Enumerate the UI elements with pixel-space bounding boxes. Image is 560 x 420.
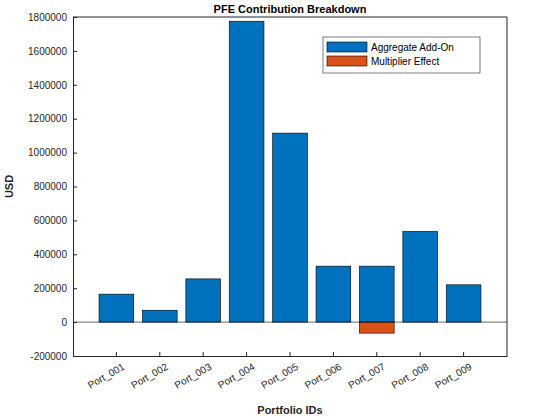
y-tick-label: -200000 <box>30 351 67 362</box>
bar <box>403 231 438 322</box>
bar <box>273 133 308 134</box>
bar <box>359 322 394 333</box>
x-tick-label: Port_001 <box>86 361 127 391</box>
bar <box>273 133 308 322</box>
x-tick: Port_003 <box>173 352 214 391</box>
y-tick-mark <box>73 187 77 188</box>
y-tick-mark <box>73 322 77 323</box>
bar <box>186 278 221 279</box>
x-tick-mark <box>420 352 421 356</box>
y-tick: 600000 <box>34 215 77 226</box>
x-tick-label: Port_006 <box>303 361 344 391</box>
y-tick: 800000 <box>34 181 77 192</box>
x-tick-label: Port_003 <box>173 361 214 391</box>
y-tick-label: 0 <box>61 317 67 328</box>
bar <box>99 294 134 322</box>
y-tick: 1400000 <box>28 80 77 91</box>
frame <box>73 17 507 18</box>
y-tick-mark <box>73 254 77 255</box>
y-tick: 1000000 <box>28 147 77 158</box>
x-tick-mark <box>246 352 247 356</box>
x-tick: Port_006 <box>303 352 344 391</box>
y-tick-label: 1200000 <box>28 113 67 124</box>
x-tick-mark <box>333 352 334 356</box>
y-tick-label: 400000 <box>34 249 68 260</box>
x-tick: Port_008 <box>390 352 431 391</box>
title: PFE Contribution Breakdown <box>214 3 367 15</box>
bar <box>403 231 438 232</box>
x-tick-mark <box>203 352 204 356</box>
legend-box <box>323 37 480 73</box>
y-tick: -200000 <box>30 351 77 362</box>
legend-label: Multiplier Effect <box>371 56 439 67</box>
x-tick-mark <box>376 352 377 356</box>
y-tick-mark <box>73 153 77 154</box>
bar <box>229 21 264 322</box>
y-tick: 1800000 <box>28 12 77 23</box>
bar <box>229 21 264 22</box>
baseline <box>73 322 507 323</box>
y-tick-label: 200000 <box>34 283 68 294</box>
y-tick-label: 1800000 <box>28 12 67 23</box>
x-tick-mark <box>463 352 464 356</box>
legend: Aggregate Add-On Multiplier Effect <box>323 37 480 73</box>
y-tick-mark <box>73 51 77 52</box>
x-tick-label: Port_005 <box>259 361 300 391</box>
x-tick-label: Port_004 <box>216 361 257 391</box>
x-axis-label: Portfolio IDs <box>257 404 322 416</box>
bar <box>446 285 481 322</box>
x-tick-mark <box>116 352 117 356</box>
y-tick-mark <box>73 85 77 86</box>
bar <box>316 266 351 267</box>
y-tick-label: 1000000 <box>28 147 67 158</box>
x-tick-label: Port_009 <box>433 361 474 391</box>
plot-area <box>73 17 507 356</box>
x-axis-line <box>74 356 508 357</box>
bars <box>99 21 481 333</box>
y-tick-mark <box>73 288 77 289</box>
x-tick-label: Port_002 <box>129 361 170 391</box>
y-tick-mark <box>73 220 77 221</box>
x-tick-label: Port_007 <box>346 361 387 391</box>
y-tick: 1200000 <box>28 113 77 124</box>
y-tick: 1600000 <box>28 46 77 57</box>
x-tick: Port_005 <box>259 352 300 391</box>
bar <box>186 279 221 322</box>
x-tick: Port_009 <box>433 352 474 391</box>
x-tick-mark <box>159 352 160 356</box>
bar <box>142 310 177 322</box>
bar <box>316 266 351 322</box>
x-tick-label: Port_008 <box>390 361 431 391</box>
legend-label: Aggregate Add-On <box>371 42 454 53</box>
frame <box>507 17 508 356</box>
chart: -200000 0 200000 400000 600000 800000 1000000 1… <box>0 0 560 420</box>
bar <box>99 294 134 295</box>
legend-key <box>327 56 367 66</box>
bar <box>142 310 177 311</box>
bar <box>446 284 481 285</box>
x-tick-mark <box>290 352 291 356</box>
bar <box>359 266 394 322</box>
y-tick-label: 600000 <box>34 215 68 226</box>
y-tick: 200000 <box>34 283 77 294</box>
x-tick: Port_002 <box>129 352 170 391</box>
y-axis: -200000 0 200000 400000 600000 800000 1000000 1… <box>28 12 77 362</box>
y-axis-label: USD <box>3 175 15 198</box>
y-tick: 0 <box>61 317 77 328</box>
y-tick-label: 1600000 <box>28 46 67 57</box>
x-tick: Port_004 <box>216 352 257 391</box>
y-tick: 400000 <box>34 249 77 260</box>
x-axis: Port_001Port_002Port_003Port_004Port_005… <box>74 352 508 391</box>
x-tick: Port_007 <box>346 352 387 391</box>
x-tick: Port_001 <box>86 352 127 391</box>
legend-key <box>327 42 367 52</box>
y-tick-label: 1400000 <box>28 80 67 91</box>
y-tick-label: 800000 <box>34 181 68 192</box>
y-tick-mark <box>73 119 77 120</box>
